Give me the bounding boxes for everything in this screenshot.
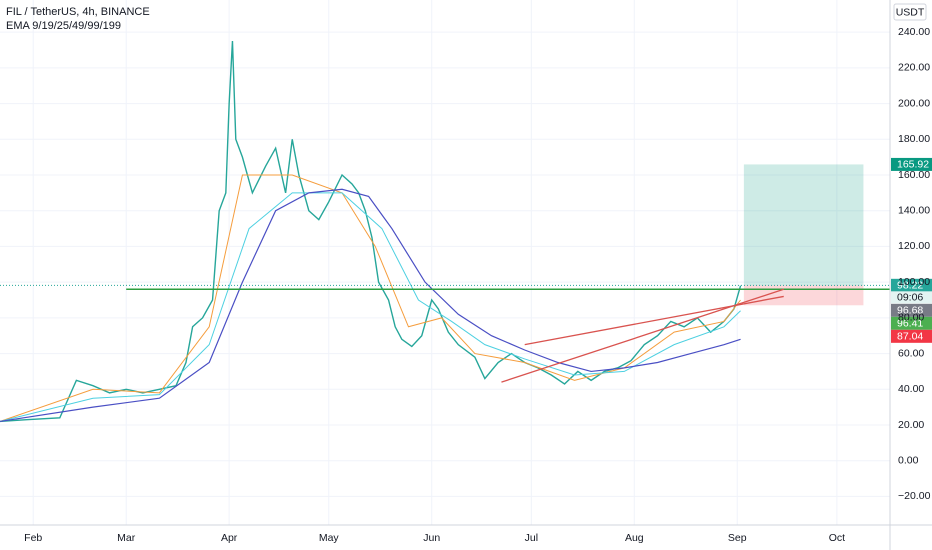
chart-title: FIL / TetherUS, 4h, BINANCE (6, 6, 150, 18)
unit-box[interactable] (893, 3, 927, 21)
x-tick-label: Jul (525, 532, 538, 544)
price-line (0, 41, 742, 423)
countdown-tag (891, 291, 932, 304)
x-tick-label: Sep (728, 532, 747, 544)
price-tag (891, 157, 932, 171)
y-tick-label: 160.00 (898, 169, 930, 181)
x-tick-label: Jun (423, 532, 440, 544)
stop-zone (743, 285, 864, 306)
x-tick-label: Feb (24, 532, 42, 544)
y-tick-label: 240.00 (898, 26, 930, 38)
y-tick-label: 80.00 (898, 312, 924, 324)
plot-area (0, 0, 890, 525)
y-tick-label: 180.00 (898, 133, 930, 145)
y-tick-label: 120.00 (898, 240, 930, 252)
y-axis-unit: USDT (896, 6, 925, 18)
x-tick-label: Oct (829, 532, 845, 544)
price-tag-label: 96.68 (897, 305, 923, 317)
y-tick-label: 140.00 (898, 204, 930, 216)
ema-line (0, 188, 741, 423)
y-tick-label: 60.00 (898, 347, 924, 359)
ema-line (0, 174, 741, 422)
price-tag-label: 165.92 (897, 159, 929, 171)
y-tick-label: 0.00 (898, 454, 919, 466)
price-tag-label: 96.41 (897, 318, 923, 330)
chart-subtitle: EMA 9/19/25/49/99/199 (6, 20, 121, 32)
ema-line (0, 192, 741, 422)
y-tick-label: 40.00 (898, 383, 924, 395)
y-tick-label: 20.00 (898, 419, 924, 431)
y-tick-label: 200.00 (898, 97, 930, 109)
x-tick-label: May (319, 532, 340, 544)
target-zone (743, 164, 864, 286)
y-tick-label: −20.00 (898, 490, 931, 502)
price-tag (891, 316, 932, 330)
price-tag-label: 87.04 (897, 331, 923, 343)
x-tick-label: Apr (221, 532, 238, 544)
x-tick-label: Aug (625, 532, 644, 544)
price-tag (891, 329, 932, 343)
y-tick-label: 220.00 (898, 62, 930, 74)
y-tick-label: 100.00 (898, 276, 930, 288)
countdown-label: 09:06 (897, 292, 923, 304)
price-tag-label: 98.22 (897, 280, 923, 292)
price-tag (891, 278, 932, 292)
x-tick-label: Mar (117, 532, 136, 544)
price-tag (891, 303, 932, 317)
trend-line (524, 295, 784, 346)
